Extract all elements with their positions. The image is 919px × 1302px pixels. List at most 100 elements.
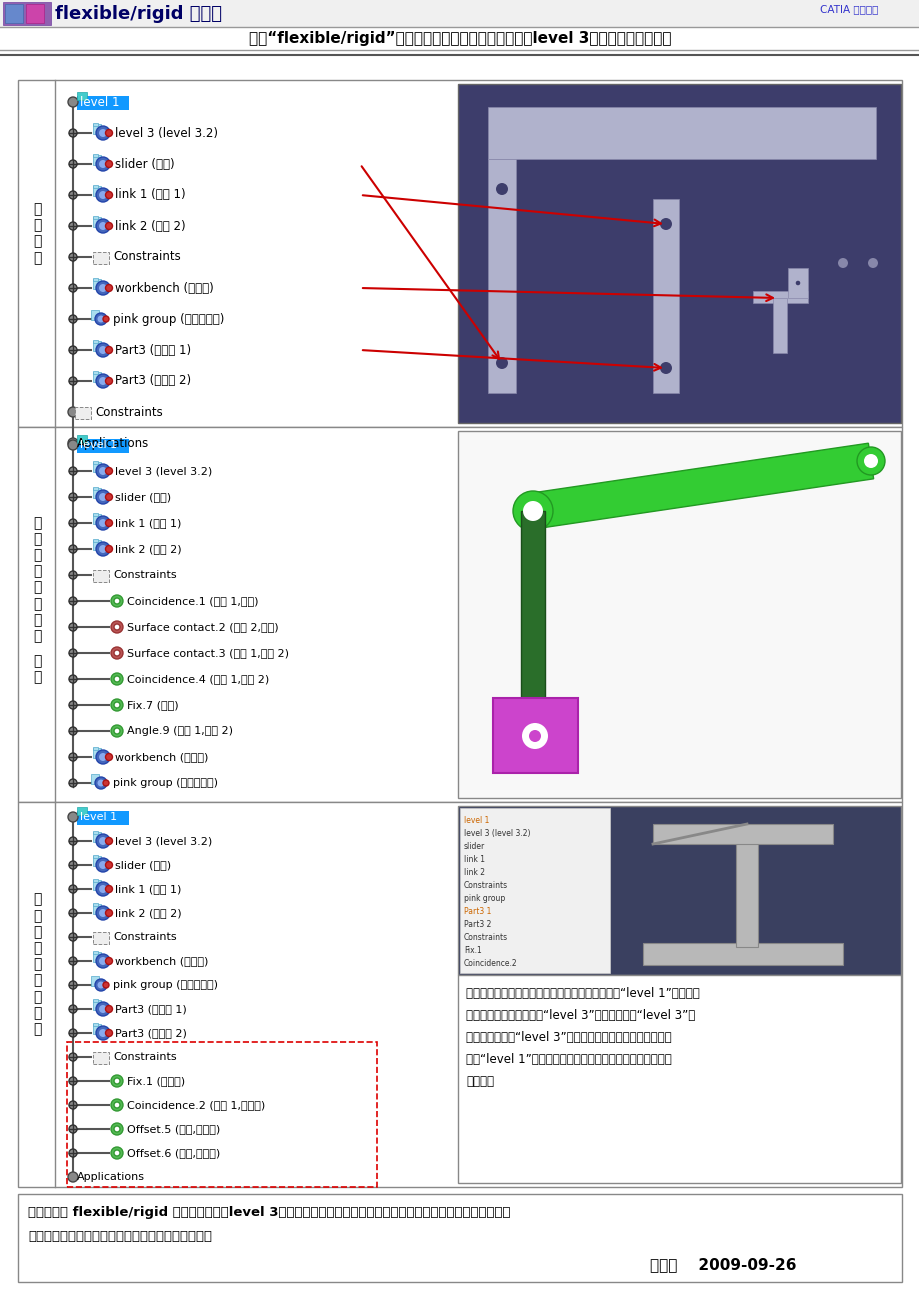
Text: Coincidence.2: Coincidence.2 [463,960,517,967]
Bar [18,1194,901,1282]
Text: pink group (连接销组件): pink group (连接销组件) [113,980,218,990]
Bar [93,253,108,264]
Bar [18,79,901,427]
Text: 数
模
准
备: 数 模 准 备 [33,202,41,264]
Circle shape [99,284,107,292]
Circle shape [111,673,123,685]
Circle shape [106,546,112,552]
Text: pink group (连接销组件): pink group (连接销组件) [113,312,224,326]
Circle shape [69,467,77,475]
Bar [93,880,101,891]
Bar [93,999,98,1003]
Circle shape [96,219,110,233]
Circle shape [111,1075,123,1087]
Circle shape [106,519,112,526]
Text: 小结：使用 flexible/rigid 命令，子装配（level 3）不在是一个刚性体，他的子代可与外部参照添加约束，子代间相: 小结：使用 flexible/rigid 命令，子装配（level 3）不在是一… [28,1206,510,1219]
Circle shape [99,909,107,917]
Circle shape [111,595,123,607]
Bar [91,310,99,320]
Bar [458,85,900,423]
Text: level 1: level 1 [463,816,489,825]
Bar [26,4,44,23]
Circle shape [97,315,105,323]
Bar [642,943,842,965]
Bar [77,96,129,109]
Text: level 3 (level 3.2): level 3 (level 3.2) [115,126,218,139]
Circle shape [95,777,107,789]
Circle shape [96,342,110,357]
Circle shape [68,812,78,822]
Circle shape [106,467,112,474]
Circle shape [96,516,110,530]
Bar [458,431,900,798]
Bar [91,976,99,986]
Text: Surface contact.3 (连杆 1,连杆 2): Surface contact.3 (连杆 1,连杆 2) [127,648,289,658]
Bar [493,698,577,773]
Text: pink group: pink group [463,894,505,904]
Circle shape [111,1124,123,1135]
Bar [93,372,101,381]
Text: Constraints: Constraints [113,1052,176,1062]
Bar [93,1023,98,1026]
Text: Constraints: Constraints [113,932,176,943]
Circle shape [69,1029,77,1036]
Circle shape [68,98,78,107]
Circle shape [68,440,78,450]
Text: Offset.6 (滑块,工作台): Offset.6 (滑块,工作台) [127,1148,220,1157]
Circle shape [69,191,77,199]
Text: Constraints: Constraints [95,405,163,418]
Bar [93,279,101,289]
Circle shape [96,126,110,141]
Circle shape [69,1101,77,1109]
Text: Part3 (连接销 1): Part3 (连接销 1) [115,344,191,357]
Circle shape [495,184,507,195]
Circle shape [69,346,77,354]
Bar [93,154,98,158]
Circle shape [99,346,107,354]
Text: Constraints: Constraints [113,250,180,263]
Bar [460,809,609,973]
Text: Coincidence.2 (连杆 1,工作台): Coincidence.2 (连杆 1,工作台) [127,1100,265,1111]
Circle shape [106,160,112,168]
Circle shape [69,284,77,292]
Circle shape [99,1029,107,1036]
Bar [93,855,98,858]
Circle shape [95,312,107,326]
Circle shape [106,191,112,198]
Text: level 1: level 1 [80,440,117,450]
Circle shape [837,258,847,268]
Text: level 1: level 1 [80,95,119,108]
Bar [93,340,98,342]
Bar [93,488,101,497]
Circle shape [69,1125,77,1133]
Circle shape [68,1172,78,1182]
Text: 连
杆
滑
块
机
构
装
配: 连 杆 滑 块 机 构 装 配 [33,516,41,643]
Text: link 2 (连杆 2): link 2 (连杆 2) [115,907,181,918]
Circle shape [495,357,507,368]
Circle shape [96,881,110,896]
Text: slider (滑块): slider (滑块) [115,861,171,870]
Bar [93,185,98,187]
Circle shape [513,491,552,531]
Bar [752,292,807,303]
Bar [77,92,87,100]
Bar [93,747,98,750]
Circle shape [114,1101,119,1108]
Circle shape [96,490,110,504]
Circle shape [69,378,77,385]
Text: Part3 1: Part3 1 [463,907,491,917]
Circle shape [69,129,77,137]
Text: Surface contact.2 (连杆 2,滑块): Surface contact.2 (连杆 2,滑块) [127,622,278,631]
Circle shape [96,750,110,764]
Circle shape [114,1078,119,1085]
Circle shape [69,700,77,710]
Bar [93,540,101,549]
Circle shape [69,885,77,893]
Circle shape [69,546,77,553]
Circle shape [106,1030,112,1036]
Bar [0,0,919,27]
Bar [77,439,129,453]
Circle shape [114,676,119,682]
Circle shape [106,837,112,845]
Text: slider: slider [463,842,484,852]
